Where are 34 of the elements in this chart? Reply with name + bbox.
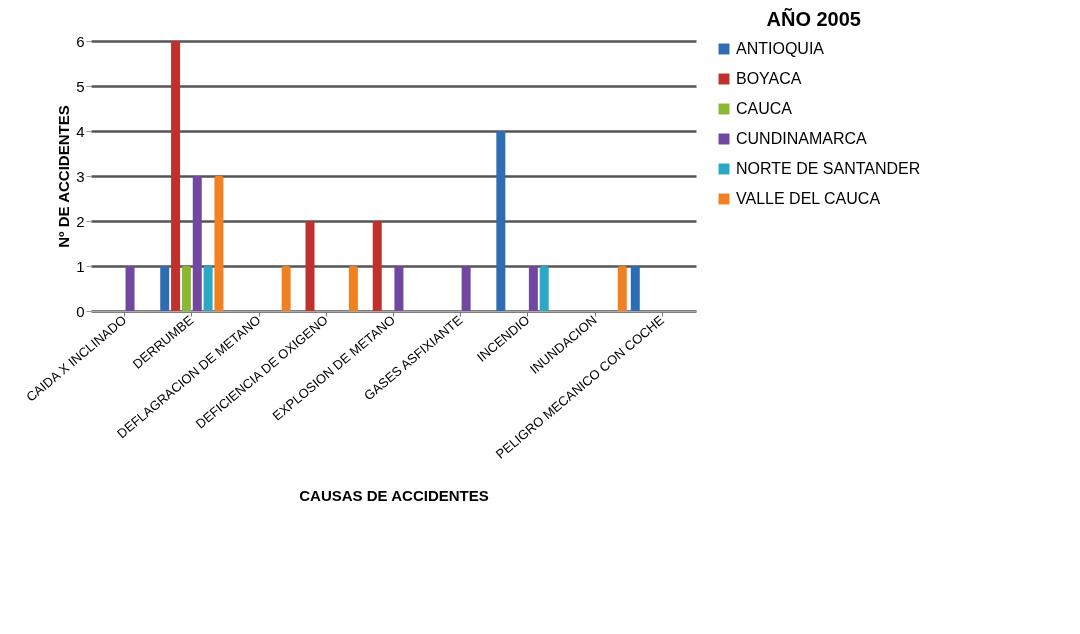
legend-label: VALLE DEL CAUCA <box>736 190 881 207</box>
bar <box>348 266 358 311</box>
bar <box>372 221 382 311</box>
bar <box>630 266 640 311</box>
bar <box>528 266 538 311</box>
bar <box>203 266 213 311</box>
bar <box>539 266 549 311</box>
bar <box>617 266 627 311</box>
bar <box>281 266 291 311</box>
text: AÑO 2005 <box>766 8 861 30</box>
x-axis-title: CAUSAS DE ACCIDENTES <box>299 487 489 505</box>
bar <box>305 221 315 311</box>
legend-label: CUNDINAMARCA <box>736 130 867 147</box>
y-tick-label: 3 <box>76 167 85 185</box>
bar <box>192 176 202 311</box>
bar <box>496 131 506 311</box>
y-tick-label: 2 <box>76 212 85 230</box>
y-tick-label: 4 <box>76 122 85 140</box>
y-tick-label: 1 <box>76 257 85 275</box>
y-tick-label: 6 <box>76 32 85 50</box>
y-axis-title: Nº DE ACCIDENTES <box>55 105 73 248</box>
legend-label: ANTIOQUIA <box>736 40 825 57</box>
bar <box>125 266 135 311</box>
bar <box>394 266 404 311</box>
legend-label: BOYACA <box>736 70 802 87</box>
legend-label: CAUCA <box>736 100 793 117</box>
y-tick-label: 5 <box>76 77 85 95</box>
legend-label: NORTE DE SANTANDER <box>736 160 921 177</box>
bar <box>160 266 170 311</box>
bar <box>181 266 191 311</box>
bar <box>171 41 181 311</box>
bar <box>461 266 471 311</box>
bar <box>214 176 224 311</box>
y-tick-label: 0 <box>76 302 85 320</box>
